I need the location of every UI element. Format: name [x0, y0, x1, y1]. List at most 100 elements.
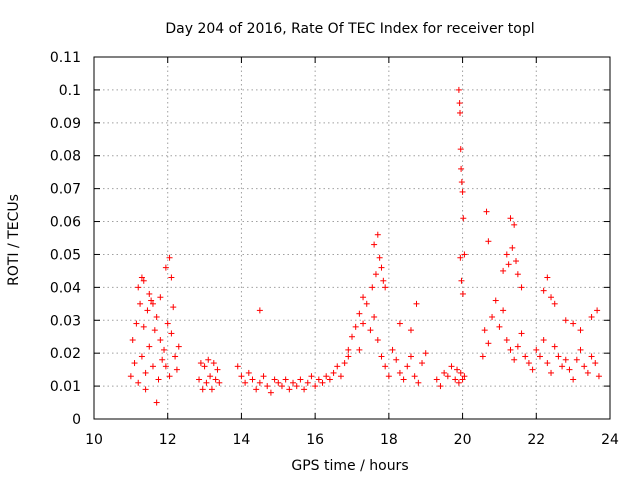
data-point: [479, 353, 486, 360]
data-point: [337, 373, 344, 380]
data-point: [518, 284, 525, 291]
data-point: [509, 244, 516, 251]
data-point: [555, 353, 562, 360]
data-point: [492, 297, 499, 304]
data-point: [256, 307, 263, 314]
data-point: [483, 208, 490, 215]
data-point: [540, 337, 547, 344]
data-point: [162, 363, 169, 370]
data-point: [481, 327, 488, 334]
data-point: [242, 379, 249, 386]
data-point: [275, 379, 282, 386]
chart-title: Day 204 of 2016, Rate Of TEC Index for r…: [165, 21, 534, 37]
data-point: [253, 386, 260, 393]
data-point: [153, 313, 160, 320]
data-point: [133, 320, 140, 327]
data-point: [389, 346, 396, 353]
data-point: [511, 221, 518, 228]
data-point: [566, 366, 573, 373]
data-point: [459, 188, 466, 195]
data-point: [249, 376, 256, 383]
data-point: [142, 386, 149, 393]
data-point: [485, 340, 492, 347]
data-point: [172, 353, 179, 360]
data-point: [457, 254, 464, 261]
data-point: [334, 363, 341, 370]
data-point: [214, 366, 221, 373]
x-tick-label: 22: [527, 432, 545, 448]
data-point: [168, 274, 175, 281]
data-point: [411, 373, 418, 380]
data-point: [159, 356, 166, 363]
data-point: [380, 277, 387, 284]
data-point: [507, 346, 514, 353]
data-point: [376, 254, 383, 261]
data-point: [456, 109, 463, 116]
data-point: [570, 320, 577, 327]
axis-ticks: [93, 56, 611, 420]
data-point: [144, 307, 151, 314]
data-point: [378, 353, 385, 360]
y-tick-label: 0.06: [50, 215, 81, 231]
data-point: [514, 343, 521, 350]
data-point: [312, 383, 319, 390]
data-point: [458, 179, 465, 186]
data-point: [559, 363, 566, 370]
data-point: [378, 264, 385, 271]
data-point: [507, 215, 514, 222]
data-point: [315, 376, 322, 383]
data-point: [374, 231, 381, 238]
data-point: [452, 376, 459, 383]
data-point: [454, 366, 461, 373]
data-point: [196, 376, 203, 383]
data-point: [551, 300, 558, 307]
data-point: [162, 264, 169, 271]
data-point: [371, 241, 378, 248]
data-point: [308, 373, 315, 380]
data-point: [548, 369, 555, 376]
data-point: [584, 369, 591, 376]
data-point: [127, 373, 134, 380]
data-point: [151, 327, 158, 334]
x-tick-label: 14: [233, 432, 251, 448]
data-point: [205, 356, 212, 363]
y-tick-label: 0.07: [50, 182, 81, 198]
data-point: [173, 366, 180, 373]
data-point: [271, 376, 278, 383]
data-point: [374, 337, 381, 344]
data-point: [341, 360, 348, 367]
data-point: [592, 360, 599, 367]
data-point: [157, 337, 164, 344]
data-point: [485, 238, 492, 245]
data-point: [199, 386, 206, 393]
data-point: [278, 383, 285, 390]
y-tick-label: 0.01: [50, 379, 81, 395]
data-point: [161, 346, 168, 353]
data-point: [369, 284, 376, 291]
data-point: [577, 327, 584, 334]
data-point: [540, 287, 547, 294]
data-point: [142, 369, 149, 376]
tick-labels: 10 12 14 16 18 20 22 24 0 0.01 0.02 0.03 0.04 0.05 0.0…: [50, 50, 619, 448]
data-point: [448, 363, 455, 370]
data-point: [548, 294, 555, 301]
data-point: [581, 363, 588, 370]
data-point: [396, 320, 403, 327]
data-point: [363, 300, 370, 307]
data-point: [168, 330, 175, 337]
data-point: [131, 360, 138, 367]
data-point: [149, 363, 156, 370]
data-point: [371, 313, 378, 320]
data-point: [148, 297, 155, 304]
data-point: [293, 383, 300, 390]
data-point: [129, 337, 136, 344]
y-tick-label: 0.03: [50, 313, 81, 329]
x-tick-label: 12: [159, 432, 177, 448]
data-point: [319, 379, 326, 386]
x-tick-label: 18: [380, 432, 398, 448]
data-point: [345, 346, 352, 353]
data-point: [415, 379, 422, 386]
data-point: [525, 360, 532, 367]
data-point: [382, 284, 389, 291]
data-point: [588, 353, 595, 360]
